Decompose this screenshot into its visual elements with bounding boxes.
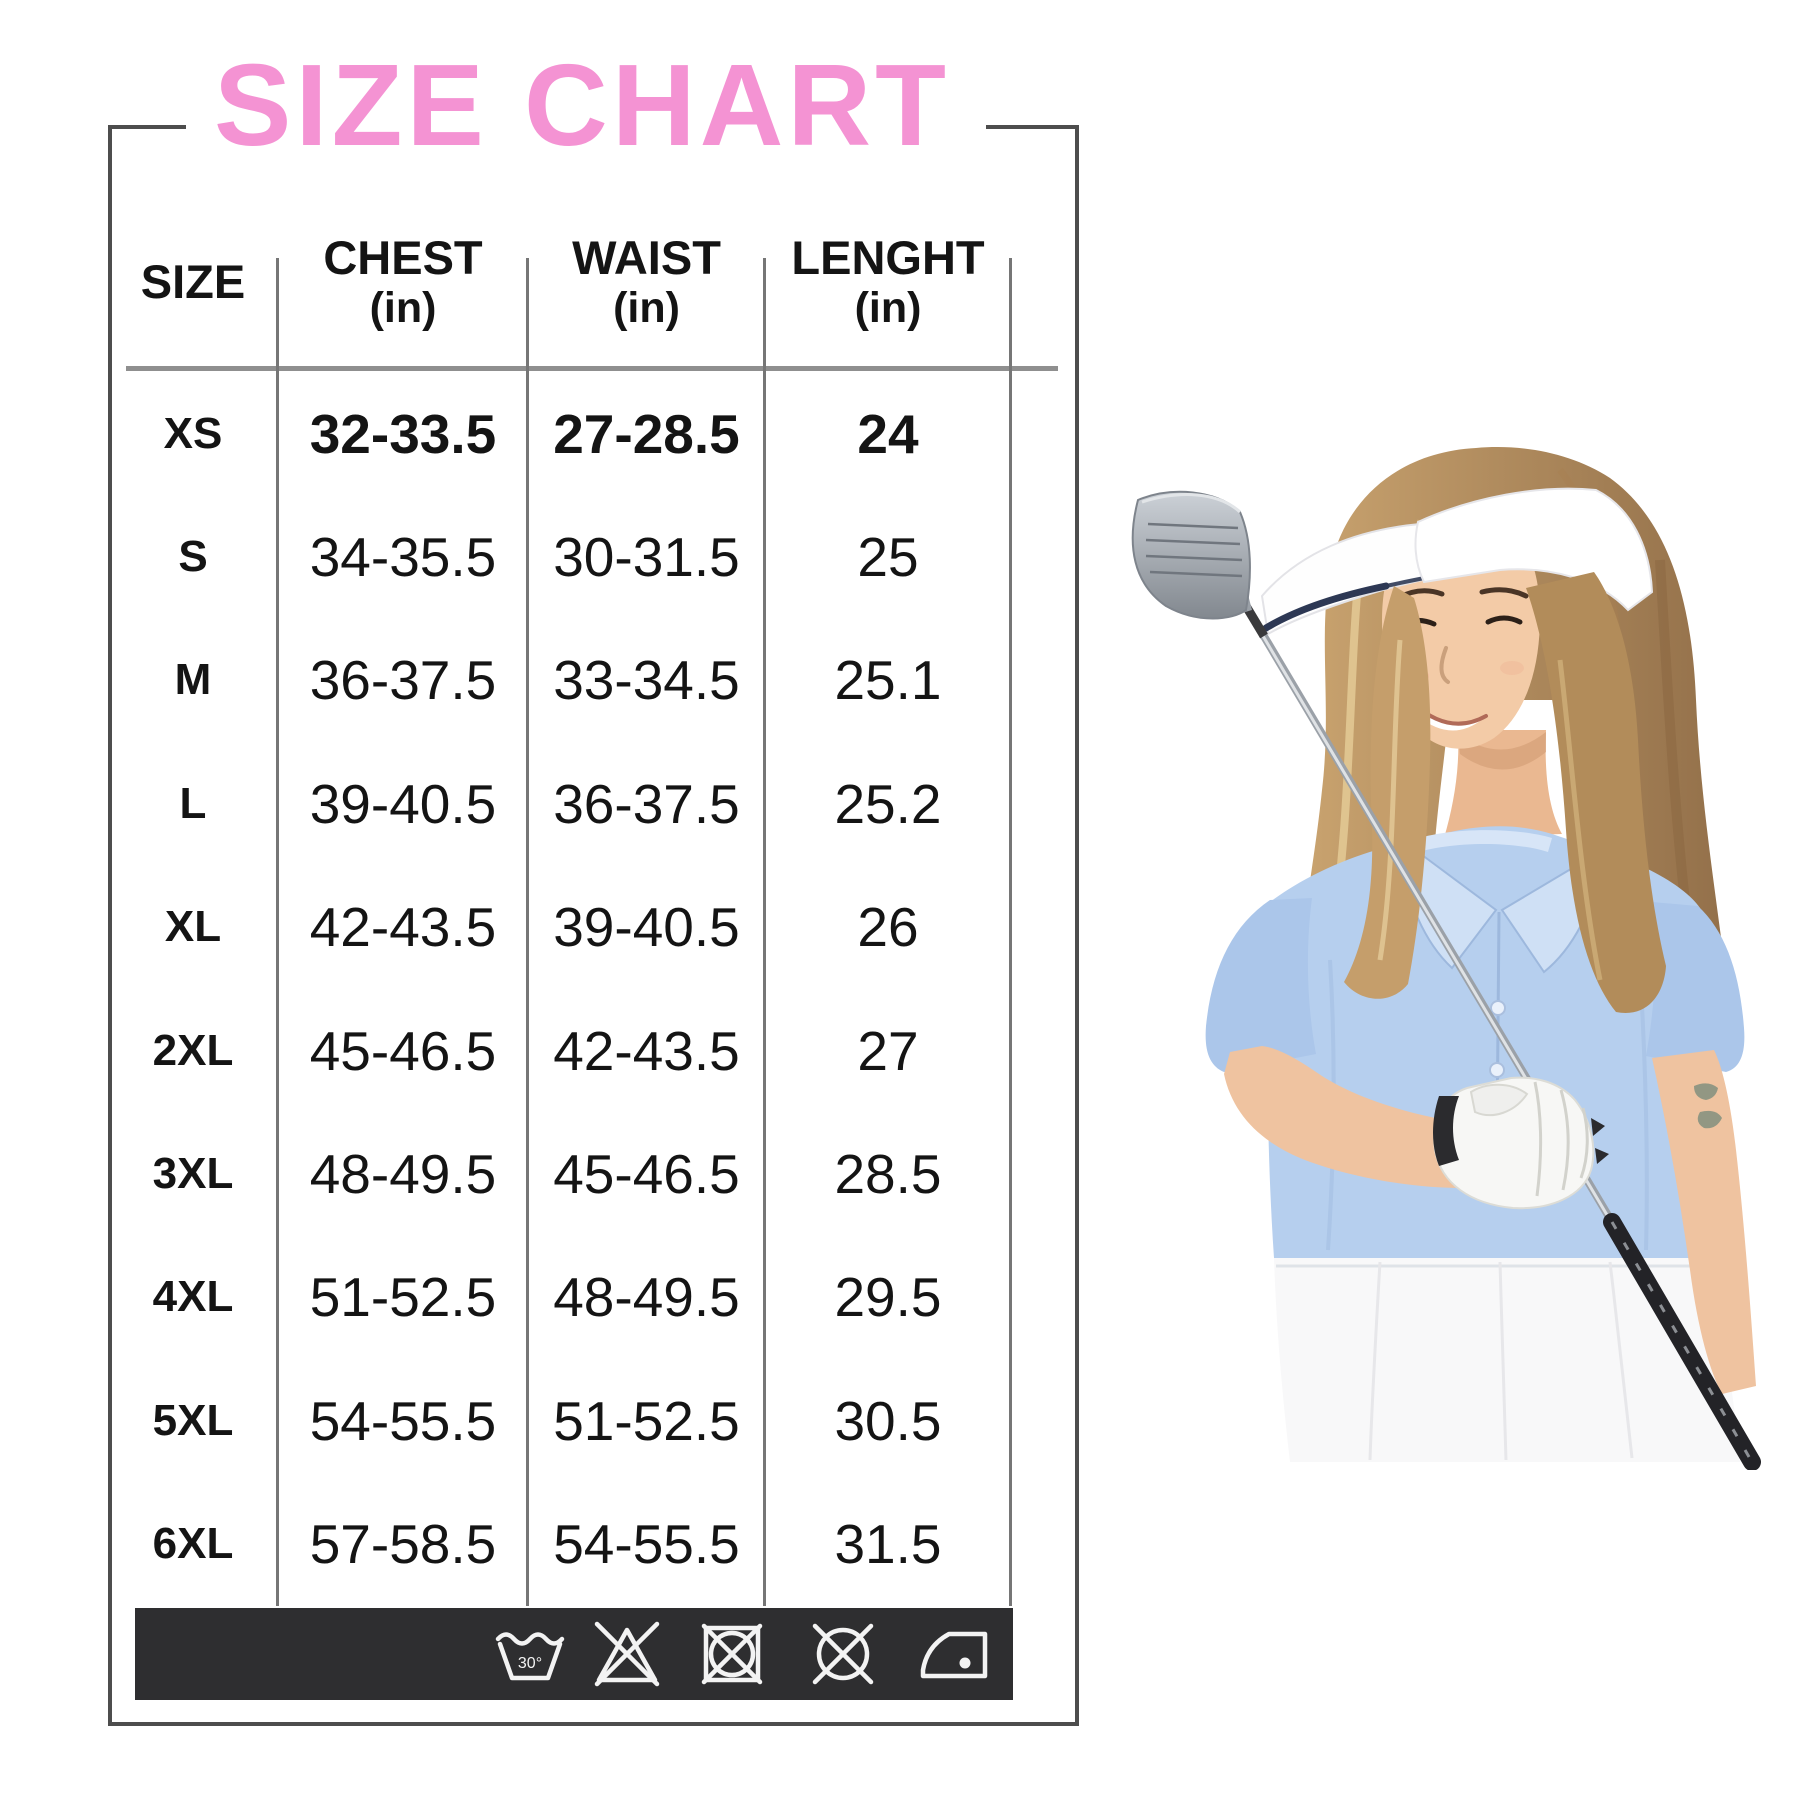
iron-one-dot-icon [915, 1614, 995, 1694]
do-not-bleach-icon [587, 1614, 667, 1694]
waist-value: 27-28.5 [553, 402, 740, 465]
polo-button [1489, 1062, 1505, 1078]
svg-text:30°: 30° [518, 1655, 542, 1672]
column-separator [276, 258, 279, 1606]
size-label: L [179, 778, 207, 828]
waist-value: 30-31.5 [553, 526, 740, 589]
golfer-right-arm [1224, 1046, 1470, 1188]
table-row: 4XL 51-52.5 48-49.5 29.5 [108, 1236, 1011, 1359]
chest-value: 32-33.5 [309, 402, 497, 465]
header-length-unit: (in) [854, 284, 922, 333]
header-length: LENGHT (in) [765, 212, 1011, 352]
waist-value: 39-40.5 [553, 896, 740, 959]
header-length-label: LENGHT [791, 230, 985, 284]
waist-value: 48-49.5 [553, 1266, 740, 1329]
chest-value: 57-58.5 [309, 1513, 497, 1576]
page-title: SIZE CHART [214, 40, 950, 170]
waist-value: 36-37.5 [553, 772, 740, 835]
golfer-skirt [1274, 1258, 1740, 1462]
polo-button [1490, 1000, 1506, 1016]
table-row: 5XL 54-55.5 51-52.5 30.5 [108, 1359, 1011, 1482]
golfer-photo [1131, 447, 1761, 1470]
waist-value: 54-55.5 [553, 1513, 740, 1576]
chest-value: 54-55.5 [309, 1389, 497, 1452]
size-label: XS [163, 408, 223, 458]
table-row: 6XL 57-58.5 54-55.5 31.5 [108, 1483, 1011, 1606]
size-label: 6XL [152, 1519, 234, 1569]
table-header-row: SIZE CHEST (in) WAIST (in) LENGHT (in) [108, 212, 1011, 352]
length-value: 26 [857, 896, 919, 959]
chest-value: 39-40.5 [309, 772, 497, 835]
waist-value: 51-52.5 [553, 1389, 740, 1452]
header-waist-unit: (in) [613, 284, 680, 333]
header-chest-unit: (in) [369, 284, 437, 333]
length-value: 24 [857, 402, 919, 465]
header-underline [126, 366, 1058, 371]
size-label: 4XL [152, 1272, 234, 1322]
column-separator [1009, 258, 1012, 1606]
size-label: 2XL [152, 1025, 234, 1075]
wash-30-icon: 30° [490, 1614, 570, 1694]
length-value: 25.2 [834, 772, 942, 835]
header-waist-label: WAIST [572, 230, 721, 284]
golf-club-head [1131, 490, 1252, 620]
frame-title-gap [186, 118, 986, 136]
length-value: 31.5 [834, 1513, 942, 1576]
column-separator [526, 258, 529, 1606]
length-value: 29.5 [834, 1266, 942, 1329]
size-label: 5XL [152, 1395, 234, 1445]
chest-value: 51-52.5 [309, 1266, 497, 1329]
golfer-glove [1433, 1076, 1609, 1210]
chest-value: 45-46.5 [309, 1019, 497, 1082]
header-chest: CHEST (in) [278, 212, 528, 352]
chest-value: 48-49.5 [309, 1143, 497, 1206]
length-value: 30.5 [834, 1389, 942, 1452]
tattoo [1694, 1083, 1722, 1129]
golfer-hair-front [1344, 572, 1666, 1013]
chest-value: 36-37.5 [309, 649, 497, 712]
table-body: XS 32-33.5 27-28.5 24 S 34-35.5 30-31.5 … [108, 372, 1011, 1606]
golf-club-grip [1603, 1213, 1761, 1470]
waist-value: 42-43.5 [553, 1019, 740, 1082]
golfer-neck [1444, 730, 1562, 838]
table-row: L 39-40.5 36-37.5 25.2 [108, 742, 1011, 865]
care-instructions-bar: 30° [135, 1608, 1013, 1700]
waist-value: 45-46.5 [553, 1143, 740, 1206]
table-row: S 34-35.5 30-31.5 25 [108, 495, 1011, 618]
length-value: 27 [857, 1019, 919, 1082]
length-value: 25 [857, 526, 919, 589]
table-row: M 36-37.5 33-34.5 25.1 [108, 619, 1011, 742]
length-value: 28.5 [834, 1143, 942, 1206]
size-label: M [174, 655, 212, 705]
header-waist: WAIST (in) [528, 212, 765, 352]
table-row: XL 42-43.5 39-40.5 26 [108, 866, 1011, 989]
table-row: XS 32-33.5 27-28.5 24 [108, 372, 1011, 495]
size-label: S [178, 532, 208, 582]
header-chest-label: CHEST [323, 230, 483, 284]
golfer-left-arm [1652, 1050, 1756, 1394]
size-label: XL [164, 902, 222, 952]
length-value: 25.1 [834, 649, 942, 712]
do-not-tumble-dry-icon [692, 1614, 772, 1694]
size-label: 3XL [152, 1149, 234, 1199]
table-row: 3XL 48-49.5 45-46.5 28.5 [108, 1112, 1011, 1235]
do-not-dry-clean-icon [803, 1614, 883, 1694]
chest-value: 34-35.5 [309, 526, 497, 589]
table-row: 2XL 45-46.5 42-43.5 27 [108, 989, 1011, 1112]
header-size-label: SIZE [140, 254, 246, 308]
chest-value: 42-43.5 [309, 896, 497, 959]
header-size: SIZE [108, 212, 278, 352]
column-separator [763, 258, 766, 1606]
waist-value: 33-34.5 [553, 649, 740, 712]
